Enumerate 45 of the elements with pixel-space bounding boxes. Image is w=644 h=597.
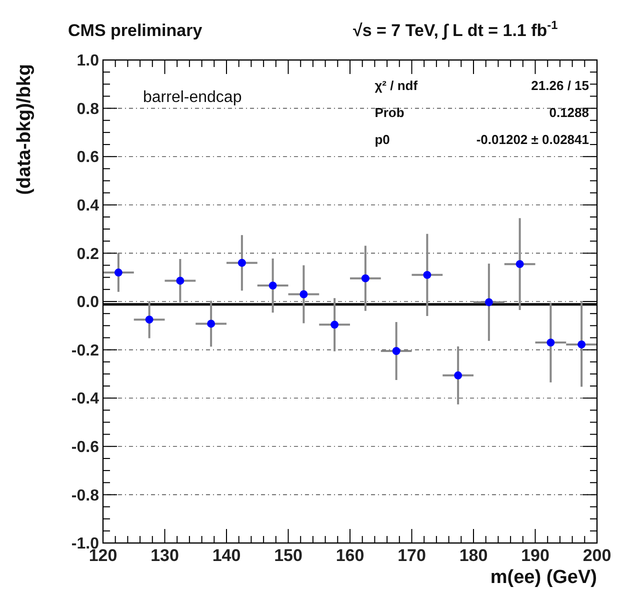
x-tick-label: 140: [212, 546, 241, 565]
y-axis-title: (data-bkg)/bkg: [14, 64, 35, 195]
y-tick-label: -0.8: [71, 487, 100, 504]
x-tick-label: 180: [459, 546, 488, 565]
point: [268, 282, 277, 290]
point: [207, 320, 216, 328]
point: [176, 276, 184, 285]
annotation: 21.26 / 15: [531, 78, 589, 93]
point: [145, 316, 154, 324]
point: [484, 298, 493, 306]
y-tick-label: 1.0: [76, 52, 100, 70]
y-tick-label: -0.2: [71, 342, 100, 360]
point: [454, 371, 462, 380]
y-tick-label: -0.4: [71, 390, 100, 408]
y-tick-label: 0.2: [76, 246, 100, 263]
point: [238, 258, 246, 267]
annotation: -0.01202 ± 0.02841: [476, 132, 589, 147]
point: [578, 340, 586, 348]
point: [330, 320, 339, 329]
y-tick-label: 0.4: [76, 198, 100, 214]
x-axis-title: m(ee) (GeV): [490, 567, 597, 588]
point: [392, 347, 400, 355]
y-tick-label: -0.6: [71, 439, 100, 456]
chart-title: CMS preliminary: [68, 21, 203, 40]
point: [300, 290, 308, 298]
annotation: χ² / ndf: [374, 78, 418, 93]
annotation: 0.1288: [549, 105, 589, 120]
annotation: p0: [374, 132, 390, 147]
y-tick-label: 0.6: [76, 149, 100, 166]
x-tick-label: 200: [582, 546, 612, 565]
annotation: Prob: [374, 105, 404, 120]
point: [546, 338, 555, 347]
x-tick-label: 190: [521, 546, 550, 565]
annotation: barrel-endcap: [143, 89, 242, 106]
point: [361, 274, 370, 282]
x-tick-label: 150: [274, 546, 302, 565]
point: [423, 270, 432, 279]
chart-subtitle: √s = 7 TeV, ∫ L dt = 1.1 fb$^{-1}$: [353, 18, 558, 40]
point: [114, 268, 122, 276]
y-tick-label: 0.8: [76, 100, 100, 118]
x-tick-label: 160: [336, 546, 364, 565]
x-tick-label: 170: [398, 546, 426, 565]
x-tick-label: 130: [150, 546, 179, 565]
y-tick-label: 0.0: [76, 294, 100, 312]
point: [516, 260, 524, 268]
